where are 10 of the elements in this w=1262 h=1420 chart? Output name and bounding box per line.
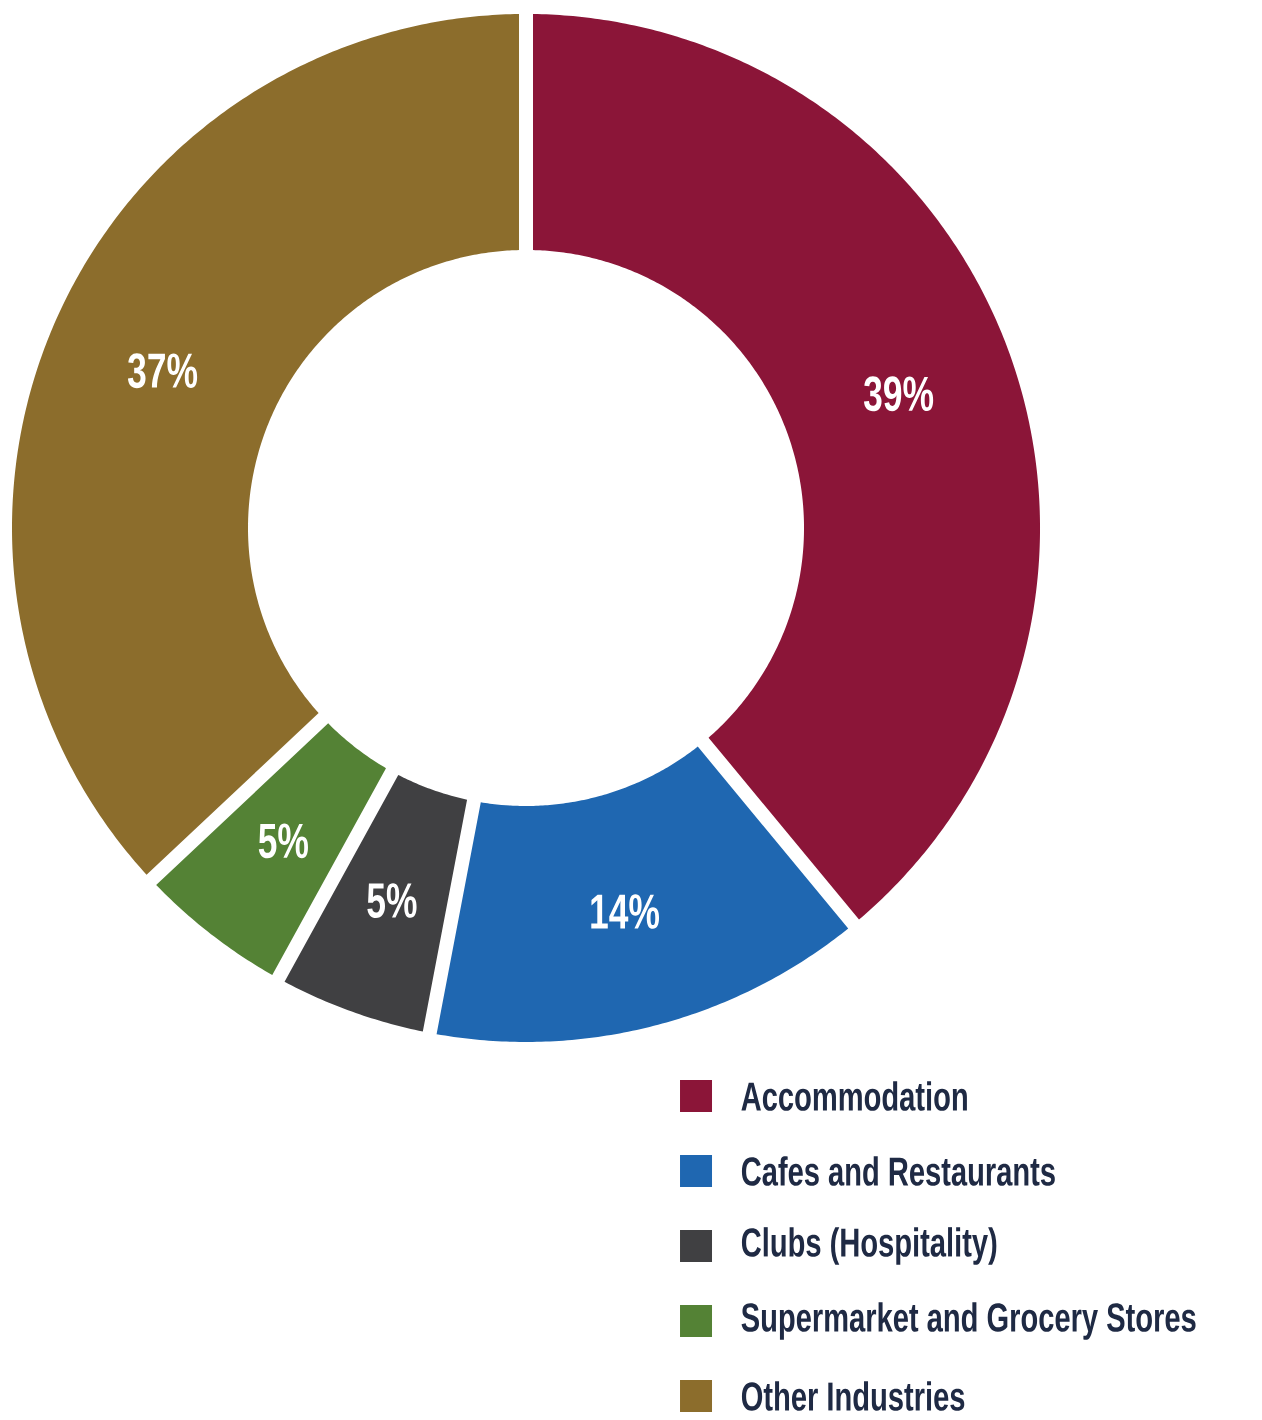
data-label: 39%: [863, 376, 934, 412]
legend-label: Clubs (Hospitality): [741, 1227, 997, 1265]
legend-label: Accommodation: [741, 1081, 967, 1111]
data-label: 5%: [258, 823, 308, 859]
data-label: 14%: [591, 894, 660, 929]
data-label: 5%: [367, 883, 417, 918]
legend-label: Other Industries: [741, 1381, 965, 1411]
data-label: 37%: [127, 353, 198, 389]
legend-label: Supermarket and Grocery Stores: [741, 1302, 1196, 1340]
legend-label: Cafes and Restaurants: [741, 1156, 1055, 1186]
